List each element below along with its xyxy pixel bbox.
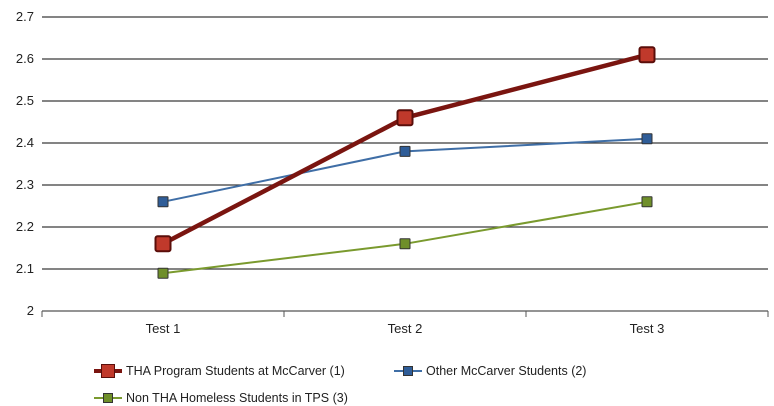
legend-item: Other McCarver Students (2) (394, 364, 586, 378)
data-point (396, 109, 414, 127)
data-point (157, 196, 169, 208)
y-tick-label: 2.5 (16, 93, 34, 108)
legend-swatch-marker (403, 366, 413, 376)
legend-item: THA Program Students at McCarver (1) (94, 364, 345, 378)
x-tick-label: Test 3 (630, 321, 665, 336)
series-2 (157, 133, 653, 208)
legend-label: THA Program Students at McCarver (1) (126, 364, 345, 378)
y-tick-label: 2.7 (16, 9, 34, 24)
data-point (154, 235, 172, 253)
data-point (157, 267, 169, 279)
data-point (399, 238, 411, 250)
x-tick-label: Test 1 (146, 321, 181, 336)
legend-item: Non THA Homeless Students in TPS (3) (94, 391, 348, 405)
y-tick-label: 2.2 (16, 219, 34, 234)
y-tick-label: 2.1 (16, 261, 34, 276)
y-tick-label: 2 (27, 303, 34, 318)
y-tick-label: 2.6 (16, 51, 34, 66)
x-axis-ticks: Test 1 Test 2 Test 3 (41, 311, 769, 336)
legend-swatch-marker (103, 393, 113, 403)
series-1 (154, 46, 656, 253)
legend-label: Non THA Homeless Students in TPS (3) (126, 391, 348, 405)
legend-label: Other McCarver Students (2) (426, 364, 586, 378)
y-tick-label: 2.3 (16, 177, 34, 192)
gridlines (42, 16, 768, 312)
data-point (641, 133, 653, 145)
series-3 (157, 196, 653, 279)
data-point (638, 46, 656, 64)
data-point (641, 196, 653, 208)
legend: THA Program Students at McCarver (1) Othe… (94, 364, 586, 405)
x-tick-label: Test 2 (388, 321, 423, 336)
data-point (399, 145, 411, 157)
y-tick-label: 2.4 (16, 135, 34, 150)
y-axis-ticks: 2 2.1 2.2 2.3 2.4 2.5 2.6 2.7 (16, 9, 34, 318)
series-line (162, 200, 648, 275)
series-lines (154, 46, 656, 279)
legend-swatch-marker (101, 364, 115, 378)
